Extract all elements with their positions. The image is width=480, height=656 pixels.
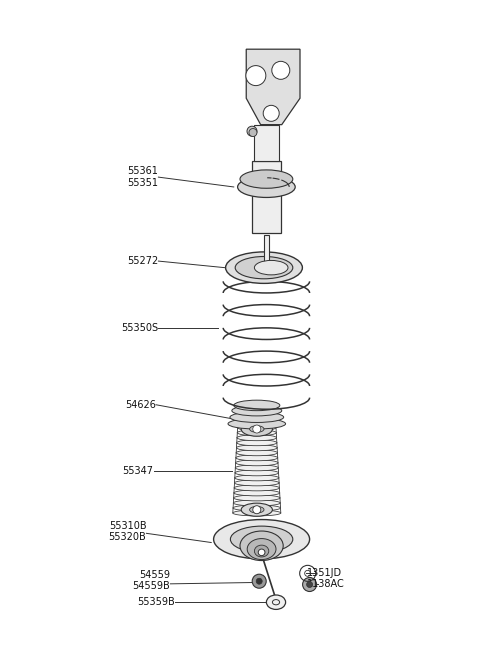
Text: 1138AC: 1138AC — [307, 579, 345, 590]
Ellipse shape — [240, 531, 283, 560]
Ellipse shape — [234, 490, 280, 496]
Ellipse shape — [236, 460, 278, 466]
Circle shape — [302, 577, 317, 592]
Circle shape — [249, 129, 257, 136]
Ellipse shape — [234, 495, 280, 501]
Ellipse shape — [230, 526, 293, 552]
Ellipse shape — [250, 426, 264, 432]
Ellipse shape — [241, 503, 273, 516]
Bar — [252, 161, 281, 233]
Ellipse shape — [250, 506, 264, 513]
Ellipse shape — [238, 176, 295, 197]
Ellipse shape — [266, 595, 286, 609]
Ellipse shape — [226, 252, 302, 283]
Ellipse shape — [237, 445, 277, 451]
Circle shape — [253, 425, 261, 433]
Bar — [254, 125, 279, 161]
Ellipse shape — [238, 425, 276, 431]
Circle shape — [247, 126, 257, 136]
Ellipse shape — [235, 475, 279, 481]
Ellipse shape — [258, 549, 265, 556]
Ellipse shape — [237, 440, 277, 445]
Text: 54626: 54626 — [125, 400, 156, 410]
Circle shape — [307, 581, 312, 588]
Ellipse shape — [234, 485, 279, 491]
Circle shape — [252, 574, 266, 588]
Ellipse shape — [228, 419, 286, 429]
Ellipse shape — [237, 435, 276, 441]
Ellipse shape — [241, 422, 273, 436]
Circle shape — [256, 578, 262, 584]
Text: 54559
54559B: 54559 54559B — [132, 570, 170, 591]
Ellipse shape — [230, 412, 284, 422]
Ellipse shape — [237, 430, 276, 436]
Circle shape — [263, 106, 279, 121]
Text: 55310B
55320B: 55310B 55320B — [108, 521, 146, 542]
Ellipse shape — [254, 260, 288, 275]
Text: 55359B: 55359B — [137, 597, 175, 607]
Ellipse shape — [234, 400, 280, 411]
Ellipse shape — [236, 455, 278, 461]
Circle shape — [246, 66, 266, 85]
Polygon shape — [246, 49, 300, 125]
Ellipse shape — [233, 500, 280, 506]
Ellipse shape — [254, 545, 269, 557]
Ellipse shape — [235, 470, 278, 476]
Ellipse shape — [214, 520, 310, 559]
Ellipse shape — [233, 505, 280, 511]
Ellipse shape — [240, 170, 293, 188]
Text: 55361
55351: 55361 55351 — [127, 167, 158, 188]
Ellipse shape — [235, 480, 279, 486]
Circle shape — [272, 61, 290, 79]
Ellipse shape — [247, 539, 276, 560]
Text: 55272: 55272 — [127, 256, 158, 266]
Ellipse shape — [236, 450, 277, 456]
Ellipse shape — [235, 256, 293, 279]
Ellipse shape — [232, 405, 282, 416]
Bar — [264, 235, 269, 264]
Text: 1351JD: 1351JD — [307, 568, 342, 579]
Ellipse shape — [235, 465, 278, 471]
Ellipse shape — [233, 510, 281, 516]
Circle shape — [253, 506, 261, 514]
Text: 55347: 55347 — [122, 466, 154, 476]
Text: 55350S: 55350S — [121, 323, 158, 333]
